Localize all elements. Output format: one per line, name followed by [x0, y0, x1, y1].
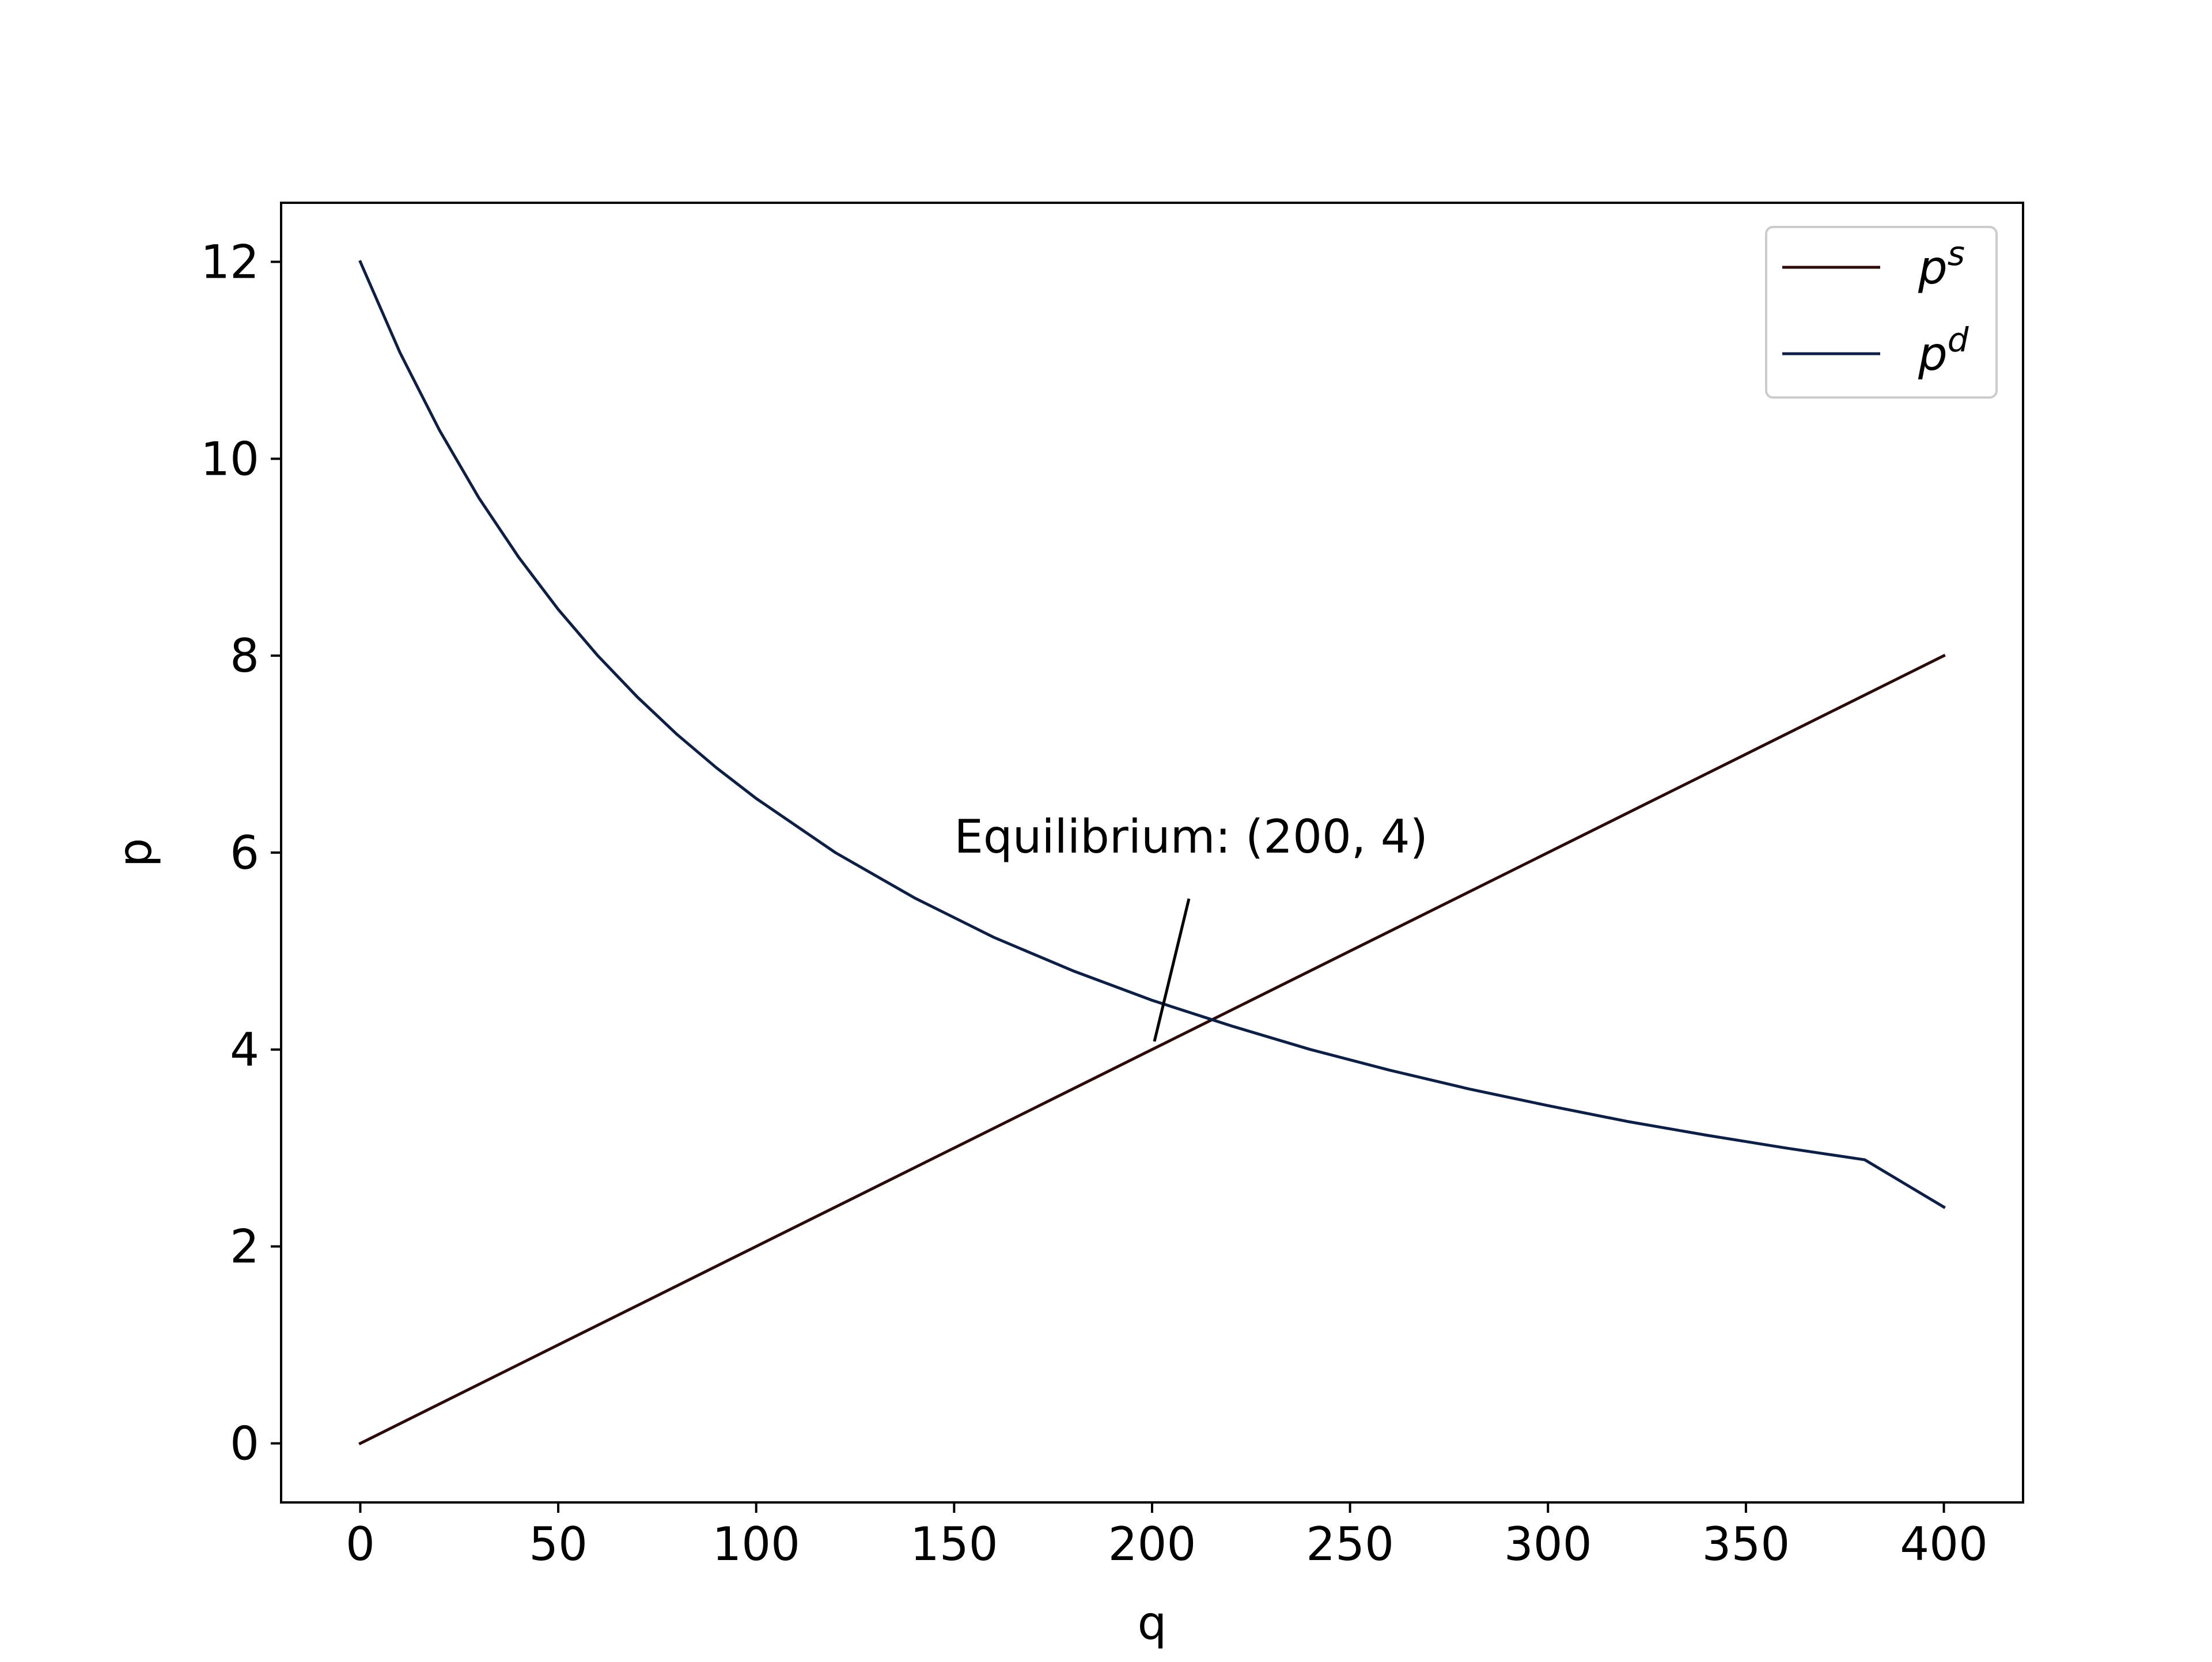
- y-tick-label: 2: [230, 1220, 259, 1274]
- y-tick-label: 12: [200, 236, 259, 289]
- x-tick-label: 150: [910, 1517, 998, 1571]
- y-axis-ticks: 0 2 4 6 8 10 12: [200, 236, 281, 1470]
- x-tick-label: 200: [1108, 1517, 1196, 1571]
- x-tick-label: 350: [1702, 1517, 1790, 1571]
- annotation-layer: Equilibrium: (200, 4): [954, 810, 1428, 1042]
- y-tick-label: 4: [230, 1023, 259, 1077]
- annotation-label: Equilibrium: (200, 4): [954, 810, 1428, 864]
- series-layer: [358, 260, 1946, 1445]
- series-line-1: [358, 260, 1946, 1209]
- y-axis-label: p: [108, 838, 162, 868]
- x-tick-label: 50: [529, 1517, 588, 1571]
- x-tick-label: 300: [1504, 1517, 1592, 1571]
- legend-label-1: pd: [1918, 320, 1969, 381]
- y-tick-label: 6: [230, 826, 259, 880]
- x-tick-label: 400: [1900, 1517, 1988, 1571]
- x-tick-label: 0: [346, 1517, 375, 1571]
- y-tick-label: 10: [200, 432, 259, 486]
- x-axis-ticks: 0 50 100 150 200 250 300 350 400: [346, 1502, 1988, 1571]
- y-tick-label: 0: [230, 1417, 259, 1470]
- annotation-arrow: [1153, 898, 1191, 1042]
- x-axis-label: q: [1138, 1596, 1167, 1650]
- y-tick-label: 8: [230, 629, 259, 683]
- x-tick-label: 250: [1306, 1517, 1394, 1571]
- legend: ps pd: [1765, 226, 1998, 399]
- legend-label-0: ps: [1918, 234, 1965, 294]
- x-tick-label: 100: [712, 1517, 800, 1571]
- series-line-0: [358, 653, 1946, 1445]
